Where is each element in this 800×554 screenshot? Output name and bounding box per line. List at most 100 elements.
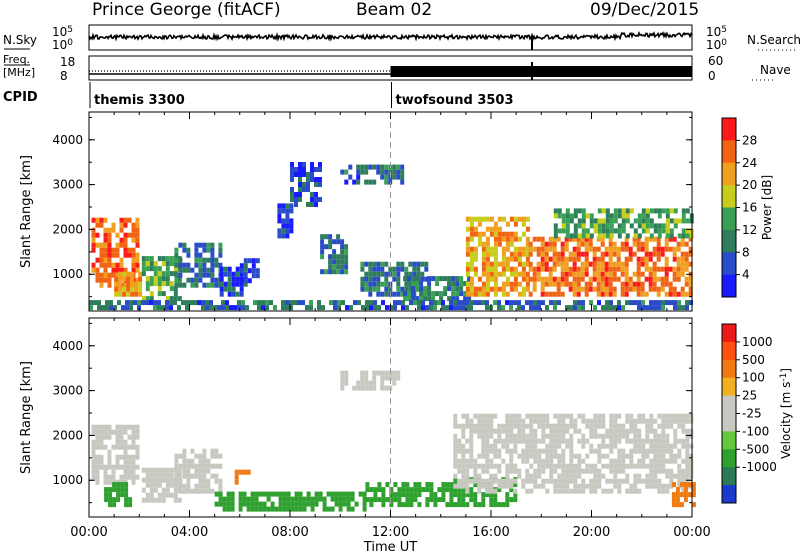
data-cell [182,483,187,489]
data-cell [637,463,642,469]
data-cell [481,448,486,454]
data-cell [345,305,349,311]
data-cell [190,463,195,469]
data-cell [306,496,311,502]
data-cell [103,464,108,470]
data-cell [189,300,193,306]
data-cell [581,228,586,234]
data-cell [397,502,402,508]
data-cell [545,423,550,429]
data-cell [644,251,649,257]
data-cell [334,491,339,497]
data-cell [384,370,389,376]
data-cell [457,483,462,489]
data-cell [584,256,589,262]
data-cell [169,261,174,267]
data-cell [135,227,140,233]
data-cell [601,418,606,424]
data-cell [501,291,506,297]
data-cell [209,305,213,311]
data-cell [174,247,179,253]
data-cell [481,231,486,237]
data-cell [593,413,598,419]
data-cell [649,478,654,484]
data-cell [469,246,474,252]
data-cell [685,228,690,234]
data-cell [186,247,191,253]
data-cell [473,256,478,262]
data-cell [541,433,546,439]
data-cell [461,458,466,464]
data-cell [193,300,197,306]
data-cell [525,488,530,494]
data-cell [529,300,533,306]
data-cell [473,271,478,277]
data-cell [243,266,248,272]
data-cell [449,497,454,503]
data-cell [348,164,353,170]
data-cell [573,478,578,484]
data-cell [380,174,385,180]
data-cell [135,257,140,263]
data-cell [669,483,674,489]
data-cell [124,492,129,498]
data-cell [453,502,458,508]
data-cell [632,236,637,242]
data-cell [532,266,537,272]
data-cell [636,256,641,262]
data-cell [149,296,154,302]
data-cell [169,305,173,311]
data-cell [584,271,589,277]
data-cell [577,468,582,474]
data-cell [557,443,562,449]
data-cell [447,281,452,287]
data-cell [605,213,610,219]
data-cell [665,448,670,454]
data-cell [194,453,199,459]
data-cell [161,487,166,493]
data-cell [126,286,131,292]
data-cell [134,281,139,287]
data-cell [560,276,565,282]
data-cell [91,217,96,223]
data-cell [281,203,286,209]
data-cell [509,256,514,262]
data-cell [415,286,420,292]
data-cell [561,418,566,424]
data-cell [178,488,183,494]
data-cell [664,256,669,262]
data-cell [153,300,157,306]
data-cell [477,473,482,479]
data-cell [617,423,622,429]
data-cell [532,276,537,282]
data-cell [513,488,518,494]
data-cell [532,286,537,292]
data-cell [107,247,112,253]
data-cell [376,164,381,170]
data-cell [149,281,154,287]
data-cell [665,473,670,479]
data-cell [465,236,470,242]
data-cell [380,261,385,267]
data-cell [119,454,124,460]
data-cell [218,247,223,253]
data-cell [593,223,598,229]
data-cell [629,448,634,454]
colorbar-tick-label: 4 [742,268,750,282]
data-cell [177,472,182,478]
data-cell [469,276,474,282]
data-cell [684,256,689,262]
data-cell [138,271,143,277]
data-cell [265,300,269,306]
data-cell [453,443,458,449]
data-cell [91,227,96,233]
data-cell [513,497,518,503]
data-cell [688,246,693,252]
data-cell [218,483,223,489]
data-cell [99,242,104,248]
data-cell [593,218,598,224]
data-cell [517,216,522,222]
data-cell [585,418,590,424]
data-cell [657,233,662,239]
data-cell [585,228,590,234]
